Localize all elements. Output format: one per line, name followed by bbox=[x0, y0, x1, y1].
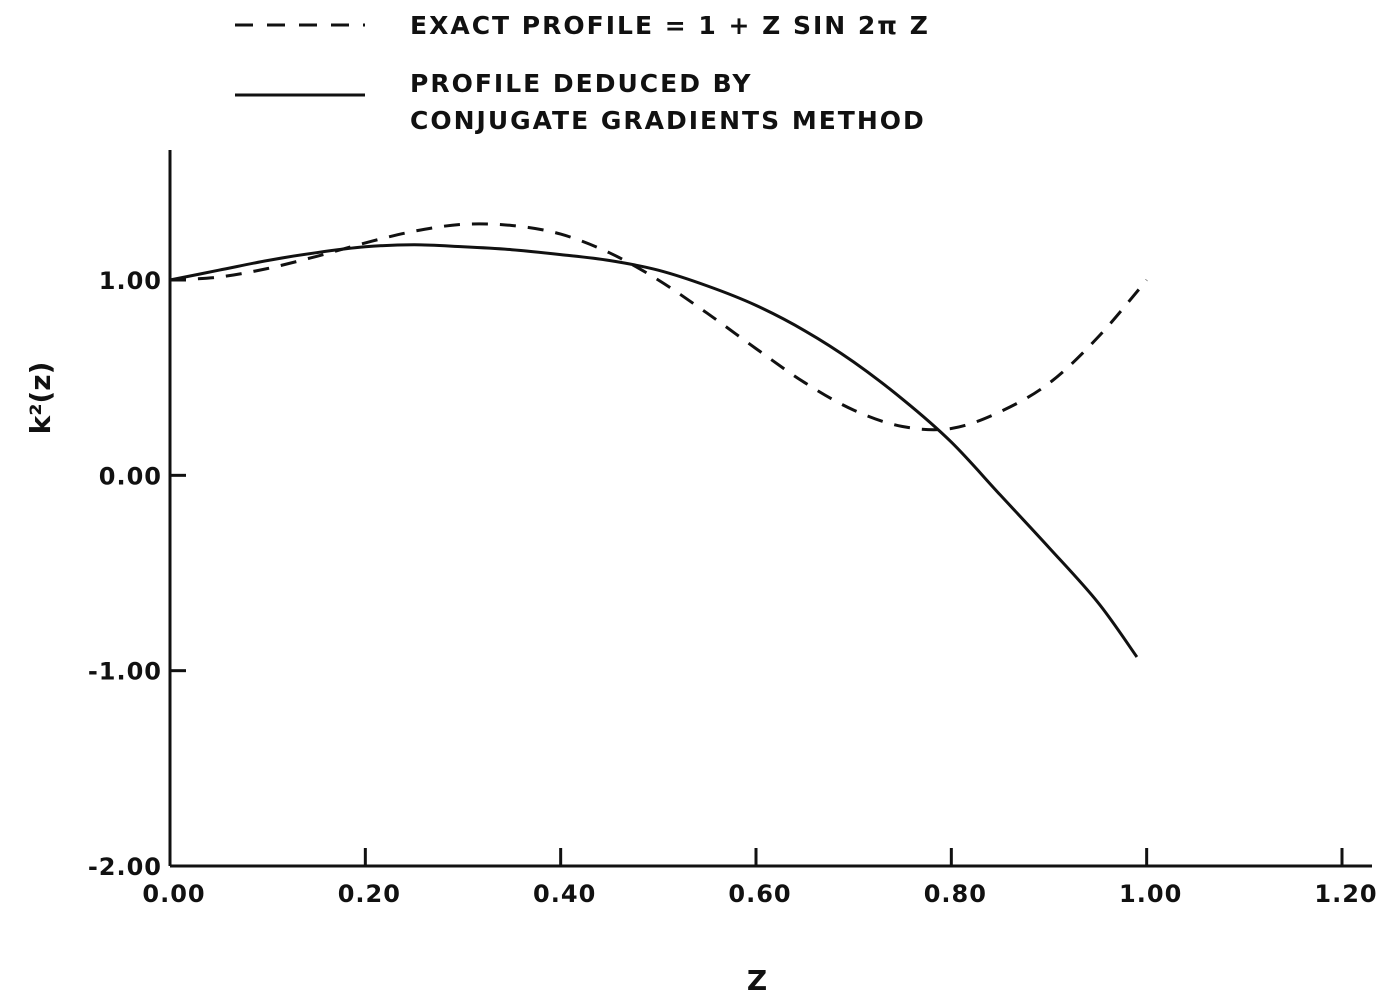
x-tick-label: 1.00 bbox=[1119, 880, 1182, 908]
y-axis-ticks: 1.00 0.00 -1.00 -2.00 bbox=[88, 267, 186, 881]
y-axis-title: k²(z) bbox=[24, 362, 57, 435]
y-tick-label: -1.00 bbox=[88, 658, 162, 686]
y-tick-label: 0.00 bbox=[99, 462, 162, 490]
legend-label-deduced-line2: CONJUGATE GRADIENTS METHOD bbox=[410, 106, 926, 135]
x-tick-label: 0.80 bbox=[924, 880, 987, 908]
x-tick-label: 0.20 bbox=[338, 880, 401, 908]
series-line-exact-profile bbox=[169, 222, 1148, 432]
y-tick-label: -2.00 bbox=[88, 853, 162, 881]
x-tick-label: 1.20 bbox=[1314, 880, 1377, 908]
x-tick-label: 0.60 bbox=[728, 880, 791, 908]
x-tick-label: 0.00 bbox=[142, 880, 205, 908]
x-axis-title: Z bbox=[747, 964, 767, 993]
legend-label-exact: EXACT PROFILE = 1 + Z SIN 2π Z bbox=[410, 11, 930, 40]
legend-label-deduced-line1: PROFILE DEDUCED BY bbox=[410, 69, 752, 98]
x-tick-label: 0.40 bbox=[533, 880, 596, 908]
series-line-deduced-profile bbox=[169, 243, 1139, 658]
x-axis-ticks: 0.00 0.20 0.40 0.60 0.80 1.00 1.20 bbox=[142, 848, 1377, 908]
y-tick-label: 1.00 bbox=[99, 267, 162, 295]
legend: EXACT PROFILE = 1 + Z SIN 2π Z PROFILE D… bbox=[235, 11, 930, 135]
series-layer bbox=[169, 222, 1148, 658]
